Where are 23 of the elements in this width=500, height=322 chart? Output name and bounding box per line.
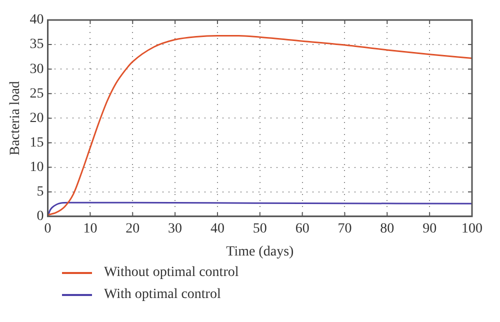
- y-tick-label: 40: [30, 12, 44, 28]
- y-tick-label: 0: [36, 209, 44, 224]
- x-tick-label: 80: [380, 221, 394, 236]
- y-axis-title: Bacteria load: [8, 81, 24, 156]
- x-tick-label: 20: [126, 221, 140, 236]
- x-tick-label: 40: [210, 221, 224, 236]
- y-tick-label: 5: [36, 184, 44, 200]
- y-tick-label: 30: [30, 62, 44, 77]
- x-axis-title: Time (days): [226, 244, 294, 260]
- x-tick-label: 10: [83, 221, 98, 236]
- x-tick-label: 60: [295, 221, 310, 236]
- y-tick-label: 20: [30, 110, 44, 126]
- x-tick-label: 30: [168, 221, 182, 236]
- x-tick-label: 100: [462, 221, 482, 236]
- legend-label: Without optimal control: [104, 265, 239, 281]
- y-tick-label: 15: [30, 135, 44, 150]
- x-tick-label: 50: [252, 221, 267, 236]
- y-tick-label: 25: [30, 86, 44, 102]
- x-tick-label: 70: [338, 221, 352, 236]
- legend-label: With optimal control: [104, 287, 221, 303]
- y-tick-label: 10: [30, 160, 44, 175]
- x-tick-label: 90: [422, 221, 437, 236]
- y-tick-label: 35: [30, 37, 44, 52]
